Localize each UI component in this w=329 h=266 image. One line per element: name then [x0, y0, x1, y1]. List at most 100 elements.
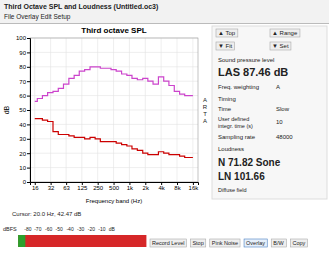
y-tick-label: 10 [19, 165, 26, 171]
panel-text: File Overlay Edit Setup [4, 13, 71, 21]
panel-text-line: User defined [218, 116, 249, 122]
meter-label: -70 [34, 226, 41, 232]
button-label[interactable]: ▼ Set [272, 43, 289, 49]
grid-line-y [30, 52, 198, 53]
x-tick: 250 [93, 182, 104, 191]
button[interactable] [190, 239, 205, 247]
meter-label: -50 [56, 226, 63, 232]
y-tick: 100 [16, 35, 30, 41]
y-tick: 30 [19, 136, 30, 142]
x-tick-label: 2k [143, 185, 150, 191]
x-tick: 4k [158, 182, 165, 191]
x-tick: 8k [174, 182, 181, 191]
button-label[interactable]: Overlay [246, 240, 265, 246]
button-label[interactable]: Record Level [152, 240, 184, 246]
y-tick: 40 [19, 122, 30, 128]
button-label[interactable]: Pink Noise [212, 240, 238, 246]
button-label[interactable]: B/W [273, 240, 284, 246]
panel-text-line: integr. time (s) [218, 123, 253, 129]
button-label[interactable]: Copy [292, 240, 305, 246]
y-tick-label: 20 [19, 151, 26, 157]
button-label[interactable]: ▼ Fit [218, 43, 233, 49]
y-tick-label: 40 [19, 122, 26, 128]
button-label[interactable]: Stop [192, 240, 203, 246]
panel-text: Cursor: 20.0 Hz, 42.47 dB [12, 211, 81, 217]
y-tick: 60 [19, 93, 30, 99]
panel-text: A [276, 84, 280, 90]
grid-line-y [30, 81, 198, 82]
button[interactable] [150, 239, 186, 247]
button[interactable] [290, 239, 307, 247]
y-tick: 0 [23, 179, 30, 185]
x-tick: 500 [109, 182, 120, 191]
y-axis: 0102030405060708090100 [16, 35, 31, 185]
y-tick-label: 60 [19, 93, 26, 99]
grid-line-y [30, 66, 198, 67]
x-axis-title: Frequency band (Hz) [86, 198, 142, 204]
series-line [35, 67, 193, 102]
y-axis-line [27, 39, 31, 183]
x-tick-label: 8k [174, 185, 181, 191]
x-tick-label: 4k [158, 185, 165, 191]
x-tick-label: 63 [63, 185, 70, 191]
x-tick: 16 [32, 182, 39, 191]
side-panel [212, 26, 327, 199]
button[interactable] [216, 29, 238, 37]
side-label-line: R [203, 104, 208, 110]
panel-text: Freq. weighting [218, 84, 259, 90]
x-tick: 125 [77, 182, 88, 191]
panel-text: Time [218, 106, 232, 112]
button[interactable] [210, 239, 240, 247]
title-bar [0, 0, 329, 23]
x-tick: 2k [143, 182, 150, 191]
y-tick-mark [27, 67, 30, 68]
meter-label: -20 [88, 226, 95, 232]
x-tick-label: 500 [109, 185, 120, 191]
button[interactable] [244, 239, 267, 247]
button[interactable] [270, 42, 291, 50]
y-tick-label: 30 [19, 136, 26, 142]
button-label[interactable]: ▲ Top [218, 30, 236, 36]
panel-text: Timing [218, 96, 236, 102]
x-tick-label: 125 [77, 185, 88, 191]
x-tick-label: 32 [48, 185, 55, 191]
y-tick-mark [27, 81, 30, 82]
y-axis-title: dB [3, 105, 10, 114]
y-tick-label: 70 [19, 79, 26, 85]
side-label: ARTA [203, 97, 208, 124]
x-tick-label: 16 [32, 185, 39, 191]
x-tick: 1k [127, 182, 134, 191]
x-tick-label: 1k [127, 185, 134, 191]
chart-title: Third octave SPL [81, 26, 146, 35]
panel-text: LAS 87.46 dB [218, 66, 288, 78]
grid-line-y [30, 110, 198, 111]
side-label-line: A [203, 97, 207, 103]
meter-label: -60 [45, 226, 52, 232]
panel-text: dBFS [3, 226, 17, 232]
grid-line-y [30, 138, 198, 139]
x-axis: 16 32 63 125 250 500 1k 2k 4k 8k 16k [31, 182, 200, 191]
button[interactable] [216, 42, 235, 50]
button[interactable] [271, 239, 286, 247]
y-tick: 50 [19, 107, 30, 113]
meter-label: -80 [24, 226, 31, 232]
level-meter [18, 235, 146, 247]
panel-text: 48000 [276, 134, 293, 140]
y-tick-label: 0 [23, 179, 27, 185]
level-meter-green [18, 235, 25, 247]
y-tick: 10 [19, 165, 30, 171]
y-tick-mark [27, 96, 30, 97]
x-tick: 16k [189, 182, 200, 191]
y-tick: 70 [19, 79, 30, 85]
meter-label: -40 [66, 226, 73, 232]
y-tick-mark [27, 168, 30, 169]
y-tick-mark [27, 182, 30, 183]
plot-frame [30, 38, 198, 182]
panel-text: Sound pressure level [218, 57, 274, 63]
panel-text: Diffuse field [218, 187, 247, 193]
y-tick-mark [27, 139, 30, 140]
y-tick-mark [27, 110, 30, 111]
button-label[interactable]: ▲ Range [272, 30, 298, 36]
button[interactable] [270, 29, 300, 37]
series-line [35, 119, 193, 158]
